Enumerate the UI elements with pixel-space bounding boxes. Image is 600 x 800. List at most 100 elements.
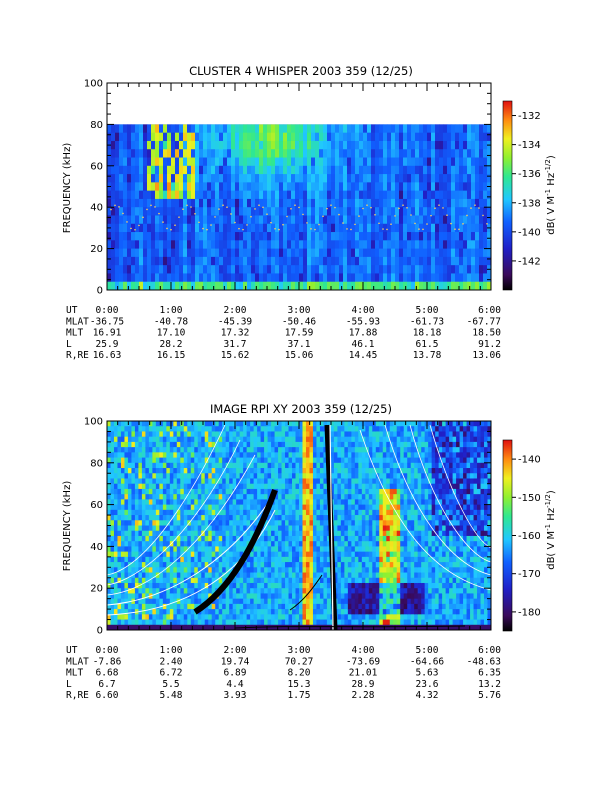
spectrogram-cell [427,132,432,142]
spectrogram-cell [187,215,192,225]
spectrogram-cell [347,457,352,464]
spectrogram-cell [151,232,156,241]
spectrogram-dot [458,228,460,231]
spectrogram-cell [113,421,118,427]
spectrogram-cell [169,525,174,532]
spectrogram-cell [330,483,335,490]
spectrogram-cell [316,478,321,485]
spectrogram-cell [134,515,139,521]
spectrogram-cell [208,556,213,563]
spectrogram-cell [219,174,224,183]
spectrogram-cell [288,504,293,511]
spectrogram-cell [215,215,220,225]
spectrogram-cell [483,132,488,142]
spectrogram-cell [159,140,164,150]
spectrogram-cell [423,198,428,208]
spectrogram-cell [239,431,244,438]
spectrogram-cell [191,240,196,250]
spectrogram-cell [239,165,244,175]
spectrogram-cell [159,190,164,200]
spectrogram-cell [305,515,310,521]
spectrogram-cell [187,174,192,183]
spectrogram-cell [218,426,223,432]
spectrogram-cell [251,132,256,142]
spectrogram-cell [347,436,352,443]
spectrogram-cell [399,232,404,241]
spectrogram-cell [259,265,264,274]
spectrogram-cell [439,165,444,175]
spectrogram-cell [281,478,286,485]
spectrogram-cell [295,562,300,568]
spectrogram-cell [331,165,336,175]
spectrogram-cell [231,140,236,150]
spectrogram-cell [222,609,227,615]
spectrogram-cell [292,473,297,479]
ephemeris-cell: 0:00 [96,305,119,316]
spectrogram-cell [471,215,476,225]
spectrogram-cell [119,198,124,208]
spectrogram-cell [239,609,244,615]
spectrogram-cell [344,624,349,631]
spectrogram-cell [139,215,144,225]
spectrogram-cell [159,488,164,495]
spectrogram-cell [215,174,220,183]
spectrogram-cell [239,504,244,511]
spectrogram-cell [139,190,144,200]
spectrogram-cell [387,232,392,241]
spectrogram-cell [229,494,234,500]
spectrogram-cell [344,441,349,448]
spectrogram-cell [259,281,264,291]
spectrogram-cell [169,515,174,521]
spectrogram-cell [299,223,304,233]
spectrogram-cell [347,281,352,291]
spectrogram-cell [197,421,202,427]
spectrogram-cell [419,165,424,175]
spectrogram-cell [355,149,360,159]
spectrogram-cell [183,232,188,241]
spectrogram-cell [285,572,290,579]
spectrogram-cell [371,207,376,216]
spectrogram-cell [303,190,308,200]
spectrogram-cell [323,509,328,516]
spectrogram-cell [236,530,241,537]
spectrogram-cell [169,441,174,448]
spectrogram-cell [285,494,290,500]
spectrogram-cell [201,530,206,537]
spectrogram-cell [323,593,328,600]
spectrogram-dot [446,214,448,217]
spectrogram-cell [232,483,237,490]
spectrogram-cell [285,431,290,438]
spectrogram-cell [179,198,184,208]
spectrogram-cell [299,441,303,448]
spectrogram-cell [117,551,122,558]
spectrogram-cell [305,426,310,432]
spectrogram-cell [447,215,452,225]
spectrogram-cell [383,207,388,216]
spectrogram-cell [232,468,237,474]
spectrogram-dot [470,207,472,209]
spectrogram-cell [292,499,297,506]
spectrogram-cell [229,504,234,511]
spectrogram-cell [340,546,345,553]
spectrogram-cell [187,421,192,427]
spectrogram-cell [271,421,276,427]
spectrogram-cell [443,256,448,266]
spectrogram-cell [299,624,303,631]
spectrogram-cell [141,562,146,568]
spectrogram-cell [295,462,300,469]
spectrogram-cell [190,556,195,563]
spectrogram-cell [447,232,452,241]
spectrogram-cell [260,551,265,558]
spectrogram-cell [190,488,195,495]
spectrogram-cell [259,132,264,142]
spectrogram-cell [115,265,120,274]
spectrogram-cell [141,624,146,631]
spectrogram-cell [155,619,160,626]
spectrogram-cell [107,256,112,266]
spectrogram-cell [312,619,317,626]
spectrogram-cell [312,504,317,511]
spectrogram-cell [195,165,200,175]
spectrogram-cell [211,441,216,448]
spectrogram-cell [222,441,227,448]
spectrogram-cell [319,421,324,427]
